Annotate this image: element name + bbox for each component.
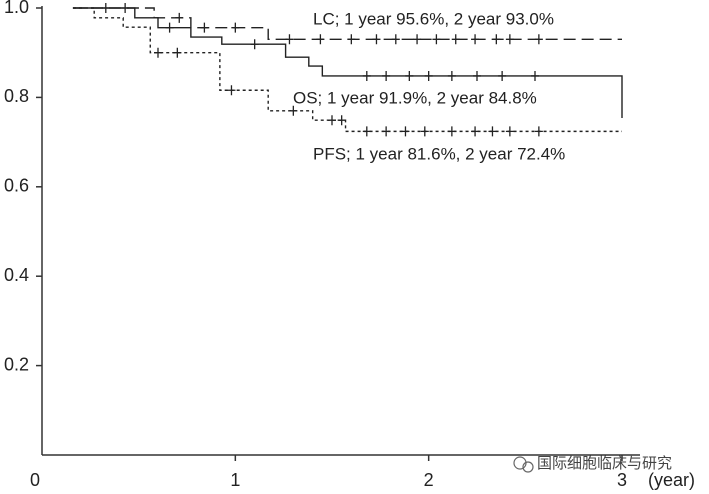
x-axis-label: (year) [648,470,695,490]
censor-mark [382,126,391,137]
survival-curve [72,7,623,118]
y-tick-label: 1.0 [4,0,29,17]
censor-mark [473,70,481,81]
censor-mark [492,34,501,45]
censor-mark [250,39,259,50]
censor-mark [227,85,236,96]
y-tick-label: 0.2 [4,354,29,374]
censor-mark [401,126,410,137]
censor-mark [413,34,422,45]
y-tick-label: 0.8 [4,86,29,106]
survival-curve [72,7,622,40]
censor-mark [372,34,381,45]
x-tick-label: 2 [424,470,434,490]
censor-mark [337,115,346,126]
censor-mark [432,34,441,45]
censor-mark [531,70,539,81]
censor-mark [154,47,162,58]
y-tick-label: 0.6 [4,176,29,196]
censor-mark [488,126,497,137]
censor-mark [505,34,514,45]
x-tick-label: 0 [30,470,40,490]
y-tick-label: 0.4 [4,265,29,285]
censor-mark [505,126,514,137]
annotation: OS; 1 year 91.9%, 2 year 84.8% [293,88,537,107]
x-tick-label: 1 [230,470,240,490]
censor-mark [347,34,356,45]
censor-mark [471,34,480,45]
censor-mark [173,47,182,58]
watermark: 国际细胞临床与研究 [537,455,672,472]
censor-mark [447,126,456,137]
x-tick-label: 3 [617,470,627,490]
censor-mark [175,12,184,23]
censor-mark [391,34,400,45]
censor-mark [165,22,174,33]
censor-mark [471,126,480,137]
censor-mark [362,126,371,137]
censor-mark [424,70,433,81]
censor-mark [285,34,294,45]
censor-mark [289,105,298,116]
censor-mark [405,70,414,81]
censor-mark [447,70,456,81]
censor-mark [328,115,336,126]
censor-mark [231,22,240,33]
censor-mark [498,70,507,81]
censor-mark [420,126,429,137]
censor-mark [382,70,391,81]
censor-mark [200,22,209,33]
censor-mark [534,126,543,137]
censor-mark [362,70,371,81]
censor-mark [451,34,460,45]
annotation: LC; 1 year 95.6%, 2 year 93.0% [313,9,554,28]
censor-mark [316,34,325,45]
censor-mark [534,34,543,45]
watermark-icon [513,456,534,473]
annotation: PFS; 1 year 81.6%, 2 year 72.4% [313,144,565,163]
